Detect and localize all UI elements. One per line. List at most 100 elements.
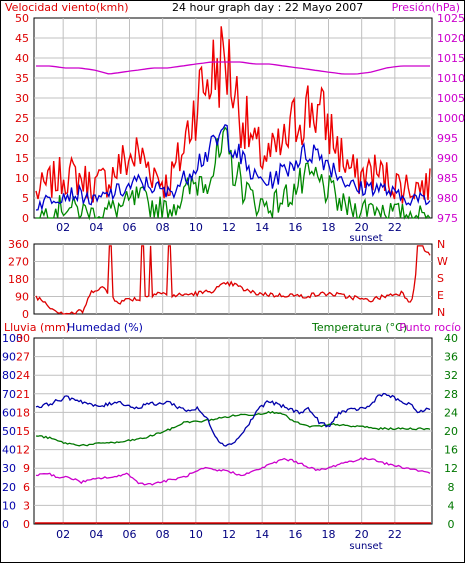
rain-y-tick: 0: [2, 518, 9, 531]
graph-title: 24 hour graph day : 22 Mayo 2007: [172, 1, 363, 14]
hour-tick: 06: [123, 221, 137, 234]
wind-y-tick: 50: [15, 12, 29, 25]
hour-tick-bottom: 12: [222, 528, 236, 541]
pressure-y-tick: 975: [437, 212, 458, 225]
temperature-y-tick: 32: [444, 369, 458, 382]
wind-y-tick: 30: [15, 92, 29, 105]
hour-tick: 12: [222, 221, 236, 234]
wind-direction-series: [35, 245, 431, 315]
hour-tick-bottom: 16: [288, 528, 302, 541]
wind-gust-series: [35, 26, 431, 204]
rain-y-tick: 20: [2, 481, 16, 494]
wind-y-tick: 20: [15, 132, 29, 145]
wind-y-tick: 35: [15, 72, 29, 85]
hour-tick: 08: [156, 221, 170, 234]
wind-y-tick: 15: [15, 152, 29, 165]
hour-tick-bottom: 04: [89, 528, 103, 541]
hour-tick-bottom: 08: [156, 528, 170, 541]
direction-label-s: S: [437, 272, 444, 285]
direction-label-w: W: [437, 255, 448, 268]
wind-y-tick: 10: [15, 172, 29, 185]
dewpoint-axis-title: Punto rocío: [399, 321, 461, 334]
wind-y-tick: 0: [22, 212, 29, 225]
pressure-y-tick: 1015: [437, 52, 465, 65]
direction-y-tick: 90: [15, 291, 29, 304]
rain-axis-title: Lluvia (mm): [4, 321, 70, 334]
humidity-y-tick: 6: [23, 481, 30, 494]
rain-y-tick: 10: [2, 499, 16, 512]
wind-min-series: [36, 126, 431, 221]
hour-tick: 18: [322, 221, 336, 234]
hour-tick-bottom: 20: [355, 528, 369, 541]
wind-avg-series: [35, 123, 431, 212]
rain-y-tick: 50: [2, 425, 16, 438]
sunset-label-bottom: sunset: [349, 541, 382, 552]
wind-y-tick: 25: [15, 112, 29, 125]
temperature-y-tick: 28: [444, 388, 458, 401]
direction-y-tick: 180: [8, 273, 29, 286]
hour-tick: 20: [355, 221, 369, 234]
humidity-series: [35, 392, 431, 447]
pressure-y-tick: 990: [437, 152, 458, 165]
humidity-y-tick: 12: [16, 444, 30, 457]
direction-label-n: N: [437, 238, 445, 251]
humidity-y-tick: 0: [23, 518, 30, 531]
wind-direction-chart: 0 90 180 270 360 N W S E N: [8, 238, 448, 321]
wind-axis-title: Velocidad viento(kmh): [5, 1, 129, 14]
wind-y-tick: 5: [22, 192, 29, 205]
pressure-y-tick: 1005: [437, 92, 465, 105]
hour-tick-bottom: 02: [56, 528, 70, 541]
sunset-label: sunset: [349, 233, 382, 244]
temperature-y-tick: 4: [448, 499, 455, 512]
temperature-series: [35, 410, 431, 447]
temperature-y-tick: 36: [444, 351, 458, 364]
rain-y-tick: 100: [2, 332, 23, 345]
rain-y-tick: 60: [2, 406, 16, 419]
temperature-y-tick: 0: [448, 518, 455, 531]
humidity-y-tick: 21: [16, 388, 30, 401]
hour-tick-bottom: 10: [189, 528, 203, 541]
hour-tick: 02: [56, 221, 70, 234]
temperature-y-tick: 12: [444, 462, 458, 475]
hour-tick-bottom: 22: [388, 528, 402, 541]
rain-y-tick: 80: [2, 369, 16, 382]
wind-y-tick: 45: [15, 32, 29, 45]
temperature-y-tick: 16: [444, 444, 458, 457]
rain-y-tick: 70: [2, 388, 16, 401]
temperature-y-tick: 40: [444, 332, 458, 345]
hour-tick: 10: [189, 221, 203, 234]
rain-y-tick: 90: [2, 351, 16, 364]
pressure-y-tick: 985: [437, 172, 458, 185]
pressure-y-tick: 1020: [437, 32, 465, 45]
rain-y-tick: 40: [2, 444, 16, 457]
direction-y-tick: 270: [8, 256, 29, 269]
direction-label-n2: N: [437, 306, 445, 319]
direction-y-tick: 0: [22, 308, 29, 321]
temperature-y-tick: 20: [444, 425, 458, 438]
humidity-y-tick: 15: [16, 425, 30, 438]
hour-tick: 22: [388, 221, 402, 234]
pressure-y-tick: 995: [437, 132, 458, 145]
humidity-y-tick: 30: [16, 332, 30, 345]
pressure-series: [36, 61, 430, 75]
humidity-y-tick: 24: [16, 369, 30, 382]
pressure-axis-title: Presión(hPa): [392, 1, 460, 14]
direction-label-e: E: [437, 289, 444, 302]
temperature-y-tick: 8: [448, 481, 455, 494]
humidity-y-tick: 9: [23, 462, 30, 475]
humidity-axis-title: Humedad (%): [67, 321, 143, 334]
humidity-y-tick: 18: [16, 406, 30, 419]
direction-y-tick: 360: [8, 238, 29, 251]
pressure-y-tick: 1025: [437, 12, 465, 25]
hour-tick-bottom: 18: [322, 528, 336, 541]
pressure-y-tick: 980: [437, 192, 458, 205]
rain-y-tick: 30: [2, 462, 16, 475]
pressure-y-tick: 1010: [437, 72, 465, 85]
wind-y-tick: 40: [15, 52, 29, 65]
temperature-axis-title: Temperatura (°C): [311, 321, 407, 334]
hour-tick-bottom: 06: [123, 528, 137, 541]
